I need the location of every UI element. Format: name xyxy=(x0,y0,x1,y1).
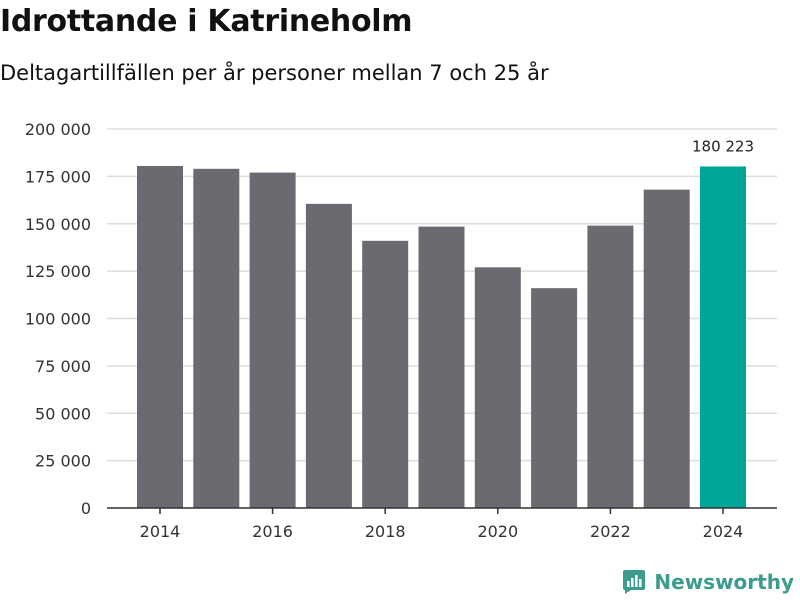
x-tick-label: 2022 xyxy=(590,522,631,541)
bar xyxy=(531,288,578,508)
y-tick-label: 100 000 xyxy=(25,310,91,329)
y-tick-label: 25 000 xyxy=(35,452,91,471)
bar xyxy=(137,165,183,508)
newsworthy-logo-icon xyxy=(623,570,646,594)
bar-highlight xyxy=(700,166,746,508)
bar xyxy=(643,189,690,508)
brand-logo: Newsworthy xyxy=(622,569,794,595)
y-tick-label: 200 000 xyxy=(25,120,91,139)
x-tick-label: 2014 xyxy=(140,522,181,541)
y-tick-label: 0 xyxy=(81,499,91,518)
bar xyxy=(474,267,521,508)
x-tick-label: 2024 xyxy=(703,522,744,541)
bar xyxy=(362,240,409,508)
bar xyxy=(418,226,465,508)
x-tick-label: 2020 xyxy=(477,522,518,541)
highlight-data-label: 180 223 xyxy=(692,137,754,155)
x-tick-label: 2016 xyxy=(252,522,293,541)
y-tick-label: 50 000 xyxy=(35,404,91,423)
y-tick-label: 150 000 xyxy=(25,215,91,234)
bar xyxy=(587,225,634,508)
bar xyxy=(305,203,352,509)
y-tick-label: 125 000 xyxy=(25,262,91,281)
y-tick-label: 75 000 xyxy=(35,357,91,376)
x-tick-label: 2018 xyxy=(365,522,406,541)
chart-title: Idrottande i Katrineholm xyxy=(0,4,413,39)
y-tick-label: 175 000 xyxy=(25,167,91,186)
bar xyxy=(249,172,296,508)
chart-subtitle: Deltagartillfällen per år personer mella… xyxy=(0,61,549,85)
bar xyxy=(193,168,240,509)
brand-name: Newsworthy xyxy=(654,570,794,594)
